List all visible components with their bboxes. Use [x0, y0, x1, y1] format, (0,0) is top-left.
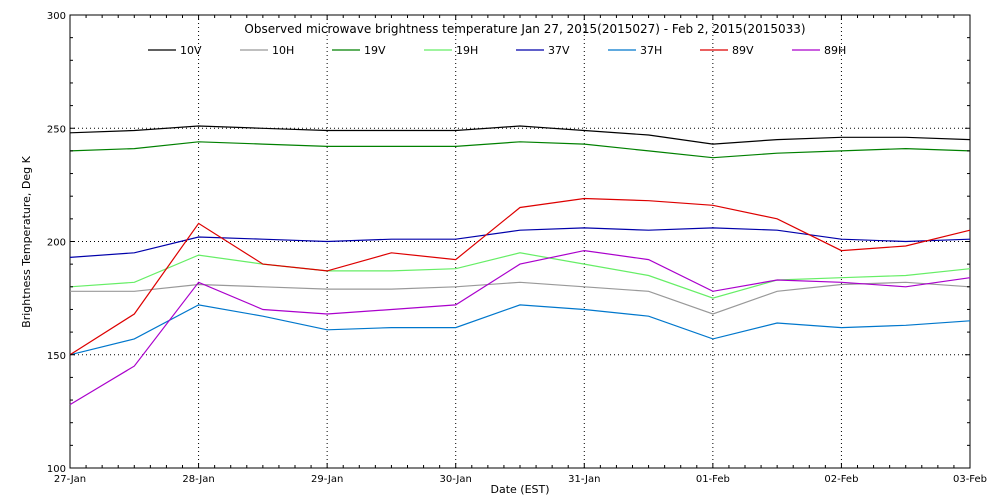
- x-tick-label: 02-Feb: [824, 474, 858, 485]
- plot-area: [69, 14, 971, 469]
- x-axis-label: Date (EST): [490, 483, 549, 496]
- x-tick-label: 28-Jan: [182, 474, 214, 485]
- series-line-89h: [69, 249, 971, 406]
- legend-label-37h: 37H: [640, 44, 662, 57]
- series-line-19h: [69, 252, 971, 299]
- series-line-10v: [69, 125, 971, 145]
- series-line-37v: [69, 227, 971, 258]
- y-tick-label: 100: [47, 464, 66, 475]
- legend: 10V 10H 19V 19H 37V 37H 89V 89H: [148, 44, 846, 57]
- y-axis-label: Brightness Temperature, Deg K: [20, 155, 33, 327]
- series-line-89v: [69, 197, 971, 356]
- y-tick-label: 250: [47, 124, 66, 135]
- series-lines: [69, 125, 971, 406]
- series-line-19v: [69, 141, 971, 159]
- legend-label-89v: 89V: [732, 44, 754, 57]
- legend-label-89h: 89H: [824, 44, 846, 57]
- x-tick-label: 31-Jan: [568, 474, 600, 485]
- series-line-37h: [69, 304, 971, 356]
- x-tick-label: 27-Jan: [54, 474, 86, 485]
- x-tick-label: 30-Jan: [440, 474, 472, 485]
- legend-label-10h: 10H: [272, 44, 294, 57]
- x-tick-label: 01-Feb: [696, 474, 730, 485]
- y-tick-label: 300: [47, 11, 66, 22]
- x-tick-label: 03-Feb: [953, 474, 987, 485]
- axis-ticks: 100 150 200 250 300 27-Jan 28-Jan 29-Jan 30-Jan 3…: [47, 11, 987, 485]
- series-line-10h: [70, 281, 971, 315]
- x-tick-label: 29-Jan: [311, 474, 343, 485]
- legend-label-19h: 19H: [456, 44, 478, 57]
- legend-label-37v: 37V: [548, 44, 570, 57]
- y-tick-label: 200: [47, 238, 66, 249]
- legend-label-19v: 19V: [364, 44, 386, 57]
- y-tick-label: 150: [47, 351, 66, 362]
- chart-title: Observed microwave brightness temperatur…: [244, 22, 805, 36]
- legend-label-10v: 10V: [180, 44, 202, 57]
